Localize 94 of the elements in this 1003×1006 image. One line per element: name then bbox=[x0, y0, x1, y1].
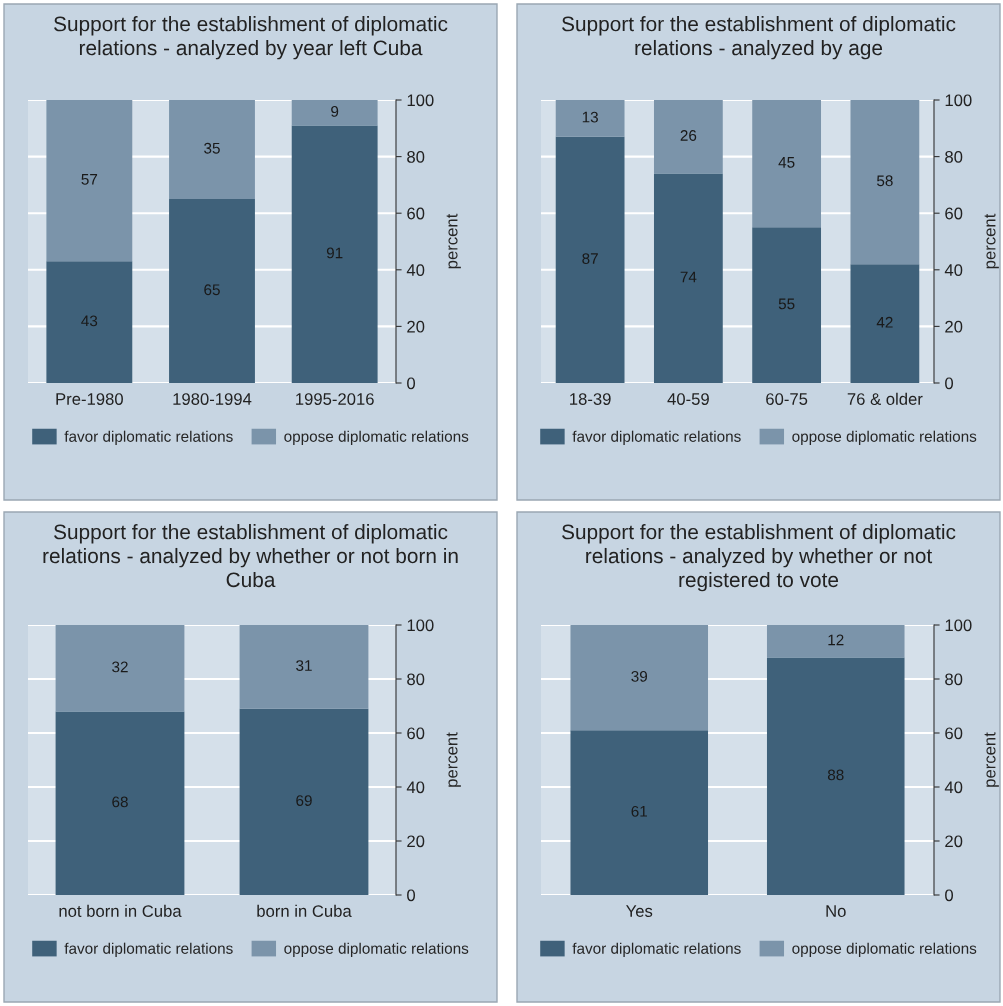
y-tick-label: 100 bbox=[407, 94, 434, 107]
data-label: 55 bbox=[778, 298, 795, 310]
y-tick-label: 100 bbox=[945, 619, 972, 632]
y-axis-title: percent bbox=[446, 732, 461, 787]
chart-title: Support for the establishment of diplomatic relations - analyzed by age bbox=[562, 16, 956, 60]
y-tick-label: 20 bbox=[945, 835, 963, 848]
chart-title: Support for the establishment of diplomatic relations - analyzed by whether or not born in Cuba bbox=[43, 524, 458, 588]
data-label: 65 bbox=[204, 284, 220, 296]
x-tick-label: 76 & older bbox=[847, 392, 923, 405]
chart-title: Support for the establishment of diplomatic relations - analyzed by year left Cuba bbox=[54, 16, 448, 60]
x-tick-label: born in Cuba bbox=[257, 904, 352, 917]
legend-label: favor diplomatic relations bbox=[572, 942, 741, 957]
y-tick-label: 60 bbox=[945, 727, 963, 740]
legend-label: favor diplomatic relations bbox=[64, 430, 233, 445]
bar bbox=[55, 625, 185, 712]
data-label: 57 bbox=[81, 174, 98, 185]
x-tick-label: 1980-1994 bbox=[173, 393, 252, 405]
y-axis-title: percent bbox=[984, 732, 999, 787]
data-label: 42 bbox=[876, 316, 893, 328]
data-label: 87 bbox=[582, 253, 598, 264]
y-tick-label: 0 bbox=[945, 377, 954, 390]
y-tick-label: 20 bbox=[945, 320, 963, 333]
bar bbox=[169, 199, 255, 383]
data-label: 26 bbox=[680, 130, 697, 141]
data-label: 43 bbox=[81, 315, 98, 327]
bar bbox=[291, 125, 378, 383]
bar bbox=[55, 711, 185, 895]
bar bbox=[239, 625, 369, 709]
bar bbox=[239, 708, 369, 895]
data-label: 31 bbox=[296, 660, 312, 671]
y-tick-label: 40 bbox=[406, 781, 425, 794]
y-tick-label: 60 bbox=[407, 727, 425, 740]
data-label: 91 bbox=[326, 247, 343, 259]
bar bbox=[752, 100, 822, 228]
bar bbox=[46, 261, 133, 383]
y-axis-title: percent bbox=[446, 213, 461, 269]
chart-title: Support for the establishment of diplomatic relations - analyzed by whether or not registered to vote bbox=[562, 524, 956, 592]
bar bbox=[850, 264, 920, 383]
legend-label: favor diplomatic relations bbox=[64, 942, 233, 957]
y-tick-label: 0 bbox=[945, 889, 954, 902]
data-label: 88 bbox=[827, 769, 844, 781]
bar bbox=[653, 173, 723, 383]
x-tick-label: not born in Cuba bbox=[59, 904, 182, 917]
legend-label: oppose diplomatic relations bbox=[792, 430, 977, 445]
bar bbox=[653, 100, 723, 174]
bar bbox=[169, 100, 255, 200]
data-label: 13 bbox=[582, 111, 598, 123]
y-tick-label: 80 bbox=[407, 151, 425, 163]
x-tick-label: Pre-1980 bbox=[56, 393, 123, 405]
bar bbox=[46, 100, 133, 262]
y-tick-label: 80 bbox=[945, 151, 963, 163]
x-tick-label: 1995-2016 bbox=[296, 393, 374, 405]
x-tick-label: 60-75 bbox=[766, 393, 808, 405]
legend-label: favor diplomatic relations bbox=[572, 430, 741, 445]
x-tick-label: No bbox=[826, 905, 846, 917]
y-tick-label: 60 bbox=[407, 207, 425, 220]
y-tick-label: 20 bbox=[407, 320, 425, 333]
data-label: 45 bbox=[778, 157, 795, 168]
bar bbox=[766, 625, 905, 658]
y-tick-label: 40 bbox=[406, 264, 425, 276]
bar bbox=[555, 100, 625, 137]
x-tick-label: Yes bbox=[626, 905, 653, 917]
bar bbox=[850, 100, 920, 265]
y-tick-label: 40 bbox=[944, 781, 963, 794]
legend-label: oppose diplomatic relations bbox=[284, 942, 469, 957]
data-label: 74 bbox=[680, 271, 697, 283]
y-axis-title: percent bbox=[984, 213, 999, 269]
bar bbox=[555, 136, 625, 383]
y-tick-label: 100 bbox=[945, 94, 972, 107]
data-label: 32 bbox=[112, 661, 128, 673]
data-label: 35 bbox=[204, 142, 220, 154]
y-tick-label: 40 bbox=[944, 264, 963, 276]
data-label: 39 bbox=[631, 670, 648, 682]
y-tick-label: 20 bbox=[407, 835, 425, 848]
y-tick-label: 60 bbox=[945, 207, 963, 220]
data-label: 68 bbox=[112, 796, 128, 808]
bar bbox=[570, 625, 709, 731]
x-tick-label: 18-39 bbox=[570, 393, 611, 405]
bar bbox=[752, 227, 822, 383]
legend-label: oppose diplomatic relations bbox=[284, 430, 469, 445]
data-label: 12 bbox=[828, 634, 844, 646]
legend-label: oppose diplomatic relations bbox=[792, 942, 977, 957]
bar bbox=[291, 100, 378, 126]
y-tick-label: 100 bbox=[407, 619, 434, 632]
y-tick-label: 0 bbox=[407, 377, 416, 390]
x-tick-label: 40-59 bbox=[667, 393, 709, 405]
bar bbox=[570, 730, 709, 895]
data-label: 9 bbox=[331, 106, 339, 117]
data-label: 58 bbox=[876, 175, 893, 187]
y-tick-label: 80 bbox=[407, 673, 425, 686]
y-tick-label: 80 bbox=[945, 673, 963, 686]
data-label: 61 bbox=[631, 805, 647, 817]
data-label: 69 bbox=[296, 795, 312, 806]
y-tick-label: 0 bbox=[407, 889, 416, 902]
